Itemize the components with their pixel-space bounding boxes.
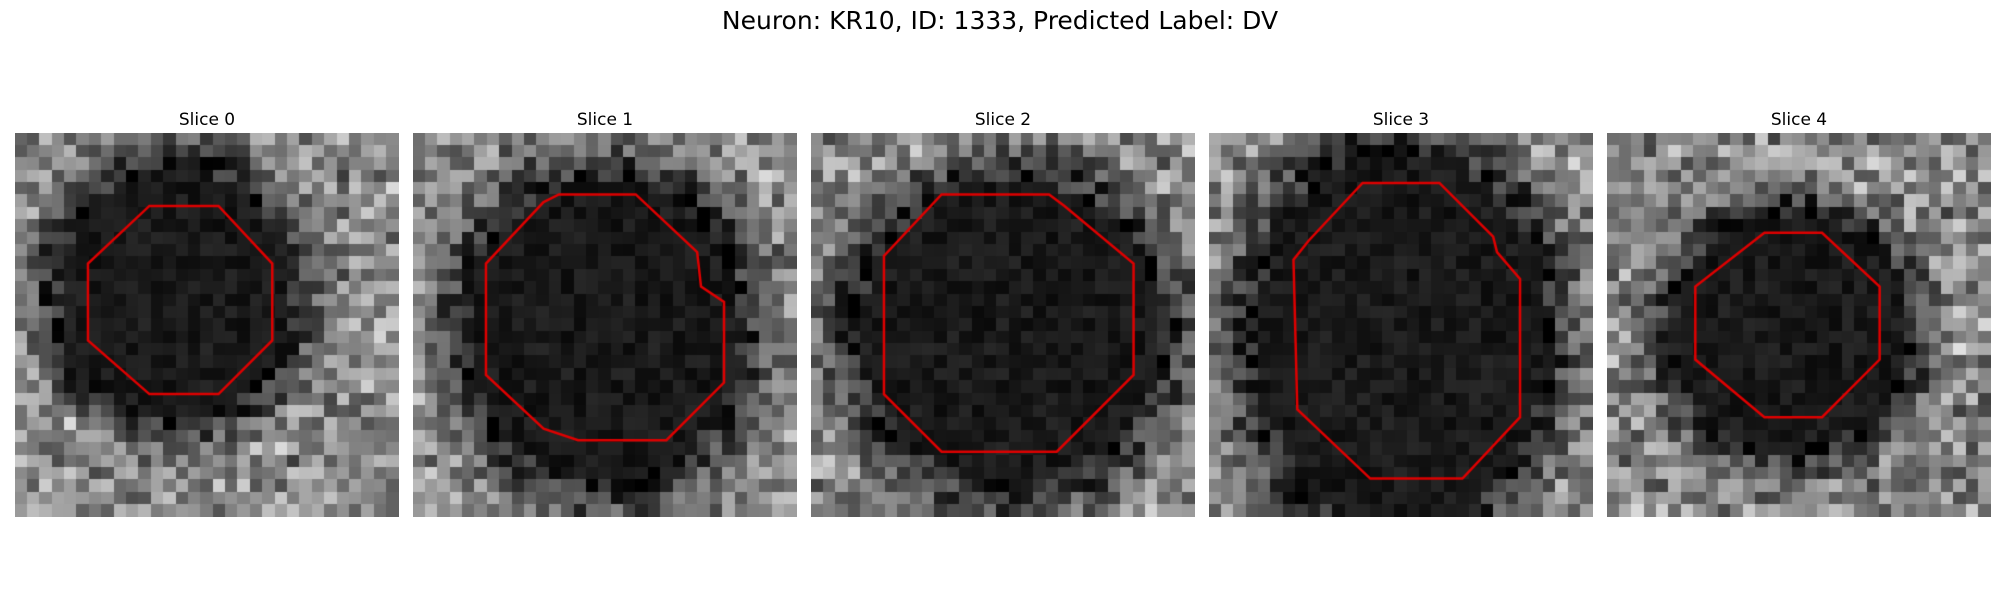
slice-title: Slice 4 [1770,110,1828,130]
slice-image [811,133,1195,517]
figure-title: Neuron: KR10, ID: 1333, Predicted Label:… [721,6,1279,35]
slice-image [15,133,399,517]
slice-panel: Slice 3 [1209,107,1593,517]
slice-title: Slice 3 [1372,110,1430,130]
slice-panel: Slice 4 [1607,107,1991,517]
slice-image [1607,133,1991,517]
slice-image [413,133,797,517]
slice-title: Slice 1 [576,110,634,130]
slice-panel: Slice 0 [15,107,399,517]
slice-panel: Slice 2 [811,107,1195,517]
slice-title: Slice 2 [974,110,1032,130]
slice-title: Slice 0 [178,110,236,130]
slice-panel: Slice 1 [413,107,797,517]
slice-image [1209,133,1593,517]
